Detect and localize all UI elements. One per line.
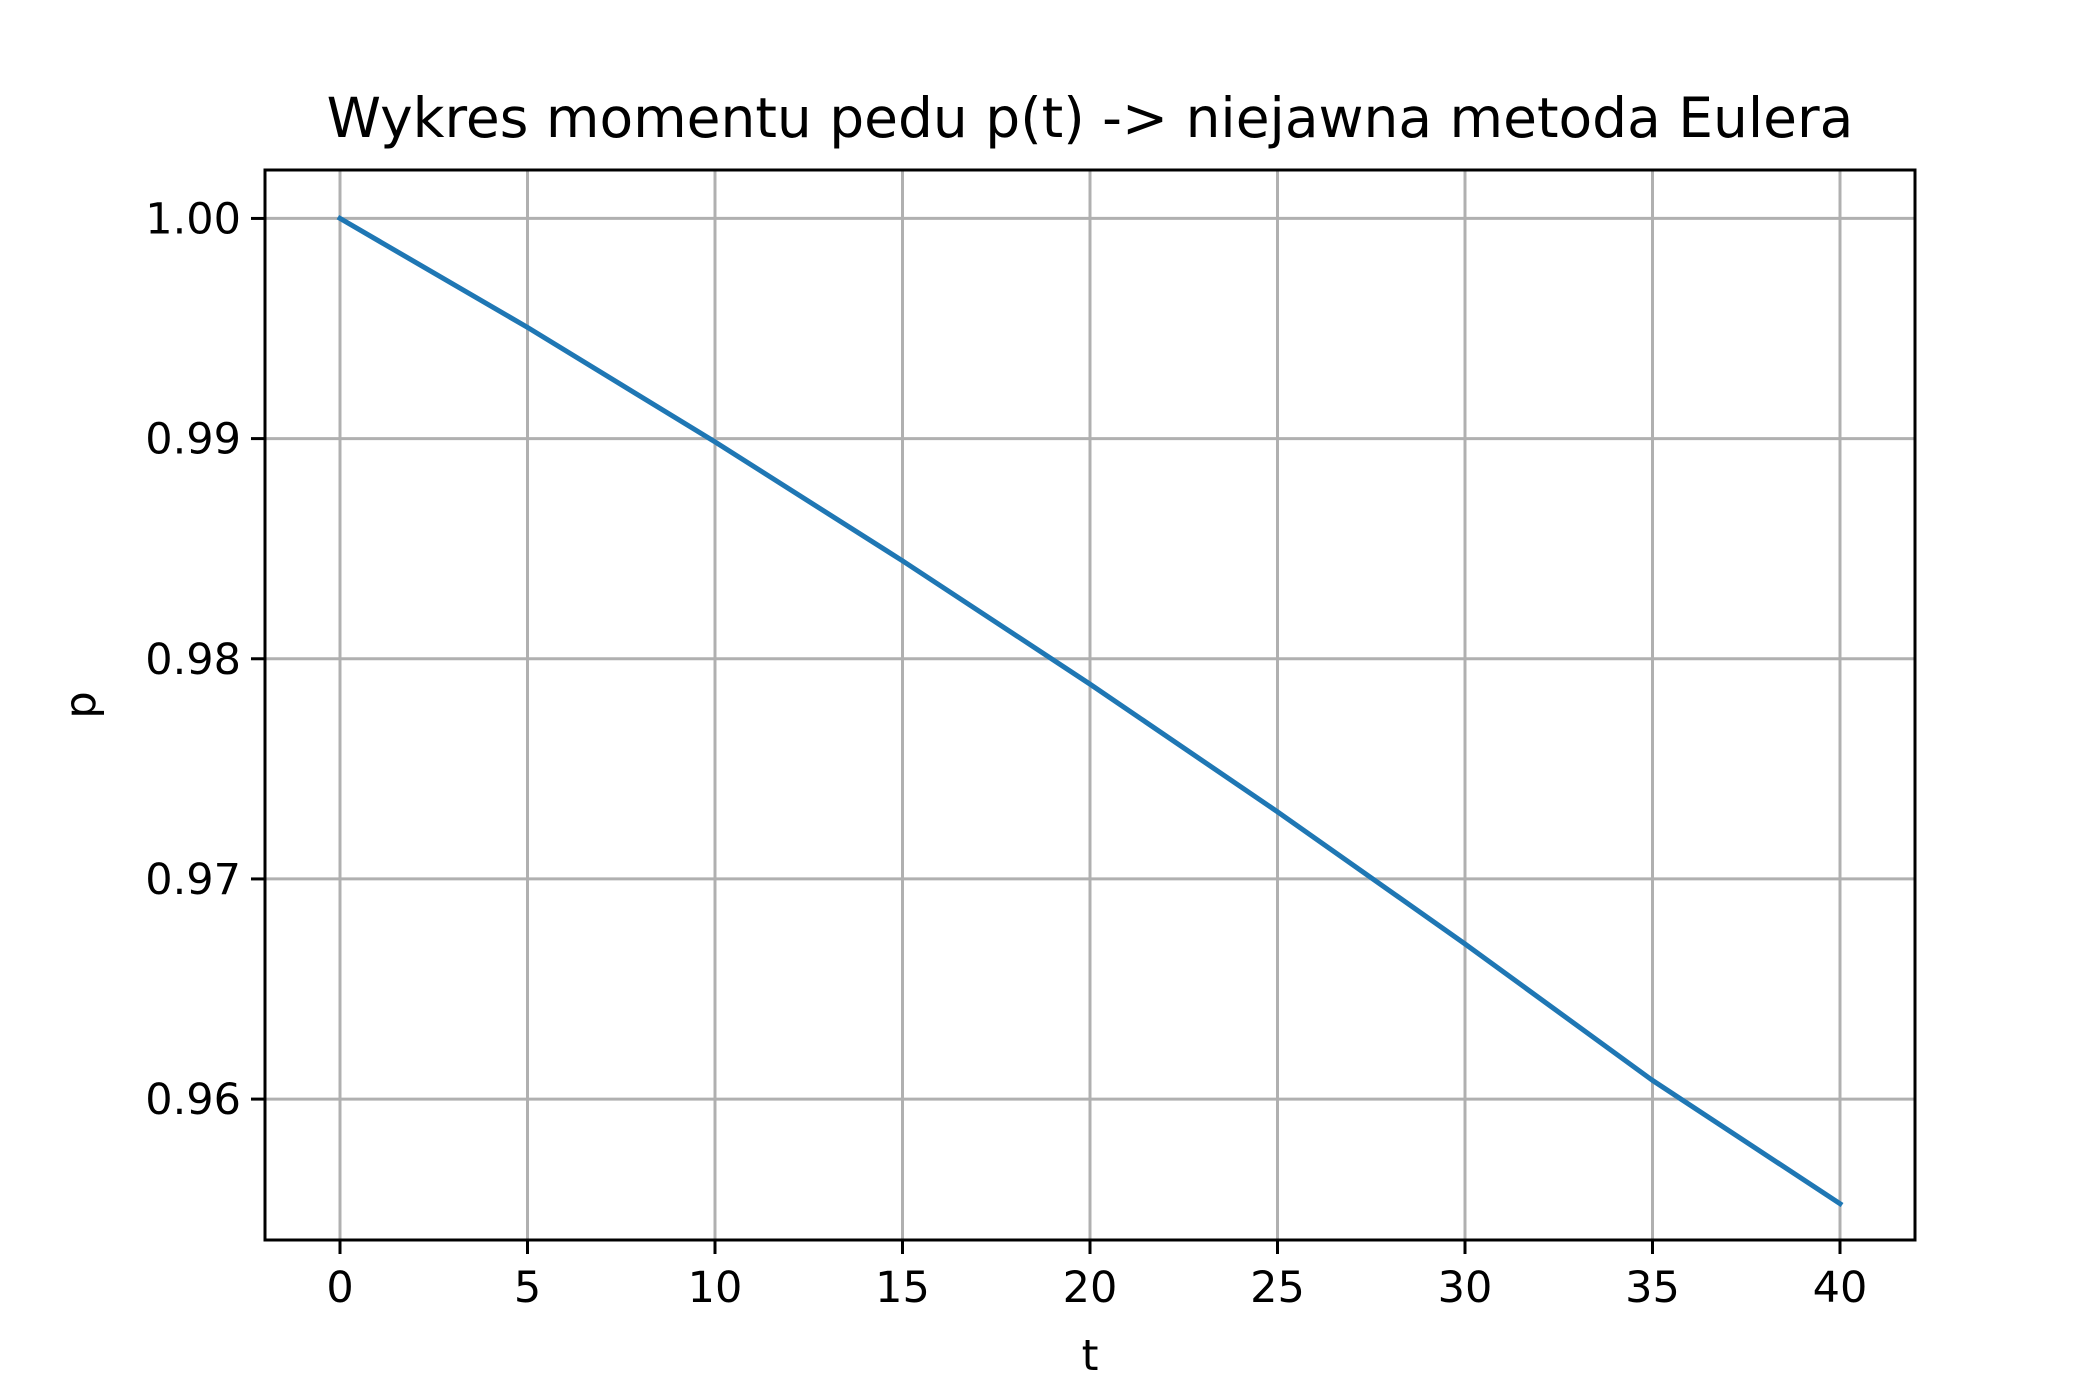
chart-title: Wykres momentu pedu p(t) -> niejawna met… — [327, 86, 1854, 150]
y-axis-label: p — [56, 691, 106, 718]
x-tick-label: 5 — [514, 1263, 541, 1313]
ticks-layer: 0 5 10 15 20 25 30 35 40 0.96 0.97 0.98 0.99 1.00 — [145, 194, 1867, 1313]
x-tick-label: 20 — [1063, 1263, 1118, 1313]
y-tick-label: 0.97 — [145, 855, 241, 905]
x-tick-label: 10 — [688, 1263, 743, 1313]
y-tick-label: 0.96 — [145, 1075, 241, 1125]
x-tick-label: 35 — [1625, 1263, 1680, 1313]
grid-layer — [265, 170, 1915, 1240]
y-tick-label: 1.00 — [145, 194, 241, 244]
x-axis-label: t — [1082, 1331, 1099, 1381]
x-tick-label: 30 — [1438, 1263, 1493, 1313]
x-tick-label: 15 — [875, 1263, 930, 1313]
series-line — [336, 214, 1844, 1208]
series-layer — [336, 214, 1844, 1208]
x-tick-label: 0 — [326, 1263, 353, 1313]
x-tick-label: 40 — [1813, 1263, 1868, 1313]
x-tick-label: 25 — [1250, 1263, 1305, 1313]
y-tick-label: 0.99 — [145, 415, 241, 465]
y-tick-label: 0.98 — [145, 635, 241, 685]
